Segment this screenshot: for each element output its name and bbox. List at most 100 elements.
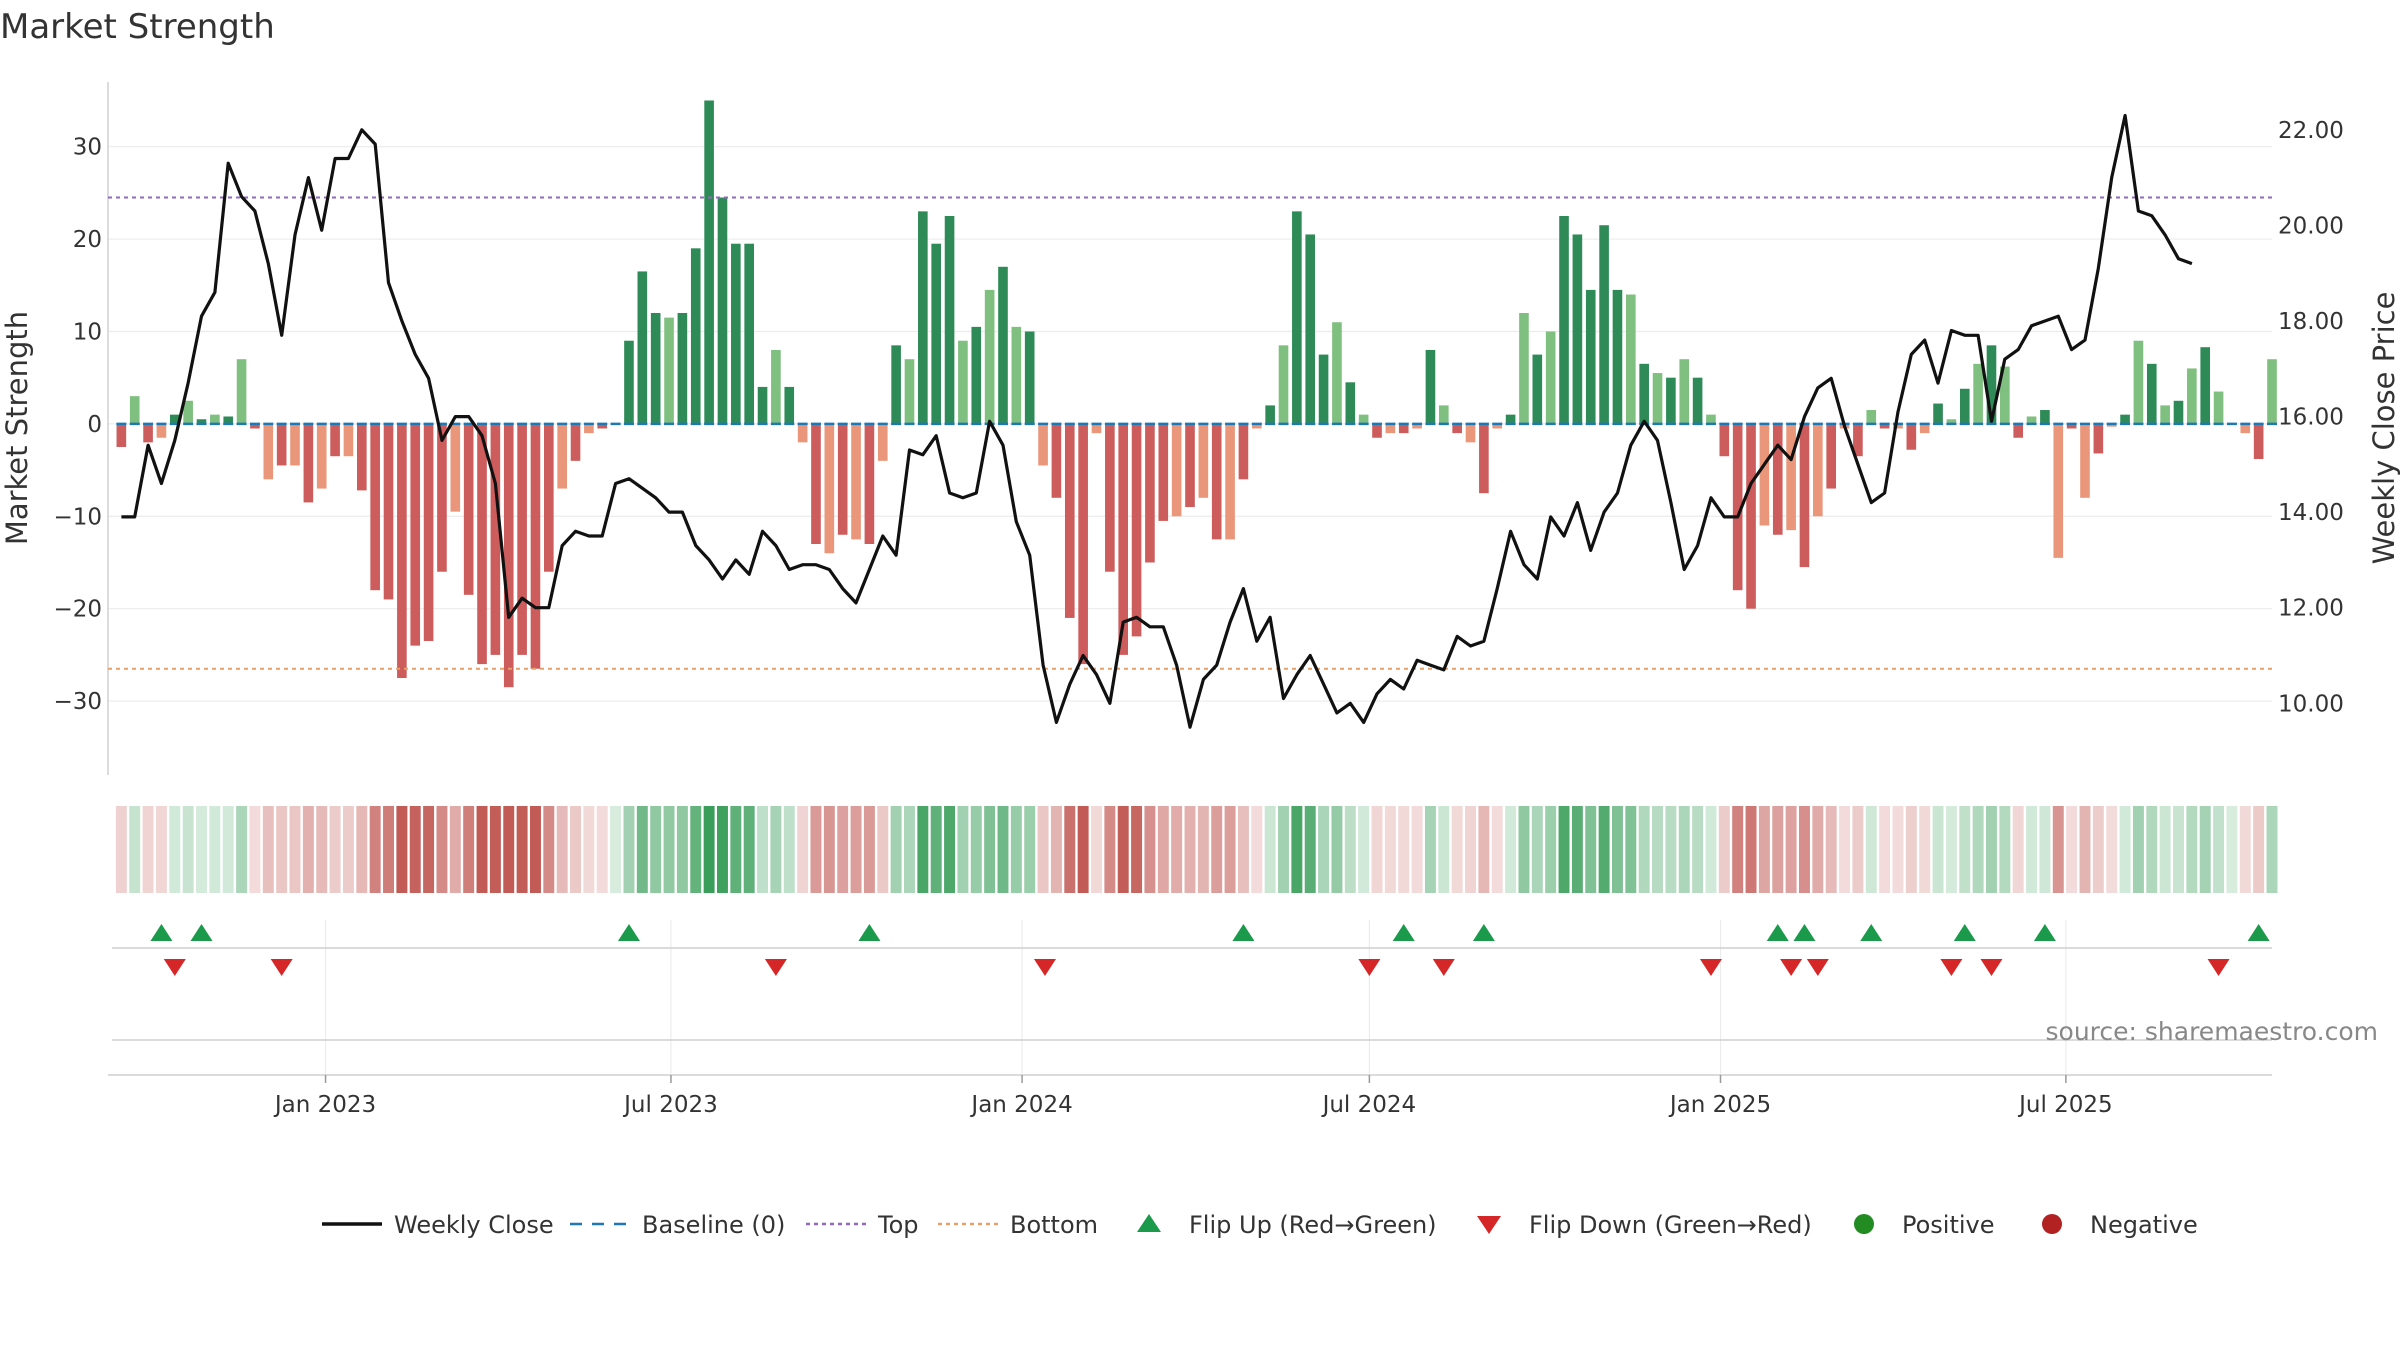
heat-cell bbox=[1905, 806, 1917, 893]
strength-heat-strip bbox=[115, 806, 2278, 893]
strength-bar bbox=[1666, 377, 1676, 424]
strength-bar bbox=[1973, 363, 1983, 424]
strength-bar bbox=[1893, 423, 1903, 429]
left-tick-label: −30 bbox=[53, 689, 102, 715]
legend-label: Flip Down (Green→Red) bbox=[1529, 1211, 1812, 1239]
strength-bar bbox=[1265, 405, 1275, 424]
flip-up-marker bbox=[1232, 924, 1255, 941]
heat-cell bbox=[1638, 806, 1650, 893]
heat-cell bbox=[329, 806, 341, 893]
strength-bar bbox=[2213, 391, 2224, 424]
heat-cell bbox=[129, 806, 141, 893]
heat-cell bbox=[1451, 806, 1463, 893]
heat-cell bbox=[1505, 806, 1517, 893]
heat-cell bbox=[276, 806, 288, 893]
heat-cell bbox=[2052, 806, 2064, 893]
strength-bar bbox=[1706, 414, 1716, 424]
strength-bar bbox=[984, 289, 995, 424]
legend-label: Flip Up (Red→Green) bbox=[1189, 1211, 1437, 1239]
strength-bar bbox=[2160, 405, 2170, 424]
heat-cell bbox=[1785, 806, 1797, 893]
strength-bar bbox=[1959, 388, 1970, 424]
heat-cell bbox=[2012, 806, 2024, 893]
flip-up-marker bbox=[617, 924, 640, 941]
heat-cell bbox=[1558, 806, 1570, 893]
heat-cell bbox=[383, 806, 394, 893]
strength-bar bbox=[1238, 423, 1249, 480]
flip-up-marker bbox=[2247, 924, 2270, 941]
strength-bar bbox=[1986, 345, 1997, 424]
heat-cell bbox=[1705, 806, 1717, 893]
strength-bar bbox=[1131, 423, 1142, 637]
strength-bar bbox=[356, 423, 367, 491]
heat-cell bbox=[690, 806, 702, 893]
flip-up-marker bbox=[190, 924, 213, 941]
heat-cell bbox=[1264, 806, 1276, 893]
heat-cell bbox=[1278, 806, 1289, 893]
legend-swatch bbox=[2042, 1214, 2062, 1234]
heat-cell bbox=[650, 806, 662, 893]
strength-bar bbox=[784, 386, 795, 424]
right-tick-label: 20.00 bbox=[2278, 213, 2344, 239]
heat-cell bbox=[1932, 806, 1944, 893]
strength-bar bbox=[343, 423, 354, 457]
heat-cell bbox=[770, 806, 782, 893]
right-tick-label: 18.00 bbox=[2278, 309, 2344, 335]
heat-cell bbox=[2199, 806, 2211, 893]
strength-bar bbox=[1679, 359, 1690, 424]
heat-cell bbox=[783, 806, 795, 893]
strength-bar bbox=[904, 359, 915, 424]
strength-bar bbox=[303, 423, 314, 503]
strength-bar bbox=[316, 423, 327, 489]
heat-cell bbox=[583, 806, 595, 893]
heat-cell bbox=[1879, 806, 1891, 893]
strength-bar bbox=[944, 215, 955, 424]
strength-bar bbox=[1385, 423, 1396, 434]
legend-label: Bottom bbox=[1010, 1211, 1098, 1239]
heat-cell bbox=[302, 806, 314, 893]
left-axis-ticks: 30 20 10 0 −10 −20 −30 bbox=[53, 135, 102, 715]
strength-bars bbox=[116, 100, 2277, 688]
left-tick-label: 20 bbox=[73, 227, 102, 253]
heat-cell bbox=[543, 806, 555, 893]
strength-bar bbox=[1519, 313, 1529, 424]
source-text: source: sharemaestro.com bbox=[2046, 1017, 2379, 1046]
flip-up-marker bbox=[1766, 924, 1789, 941]
heat-cell bbox=[1291, 806, 1303, 893]
heat-cell bbox=[2186, 806, 2198, 893]
heat-cell bbox=[1064, 806, 1076, 893]
strength-bar bbox=[397, 423, 407, 678]
strength-bar bbox=[1412, 423, 1422, 429]
flip-down-marker bbox=[1699, 959, 1722, 976]
heat-cell bbox=[423, 806, 435, 893]
legend-label: Negative bbox=[2090, 1211, 2198, 1239]
strength-bar bbox=[1866, 410, 1877, 424]
strength-bar bbox=[1211, 423, 1222, 540]
heat-cell bbox=[1237, 806, 1249, 893]
strength-bar bbox=[2000, 366, 2010, 424]
strength-bar bbox=[2200, 347, 2211, 424]
heat-cell bbox=[877, 806, 889, 893]
strength-bar bbox=[2146, 363, 2157, 424]
heat-cell bbox=[1024, 806, 1036, 893]
heat-cell bbox=[984, 806, 996, 893]
x-tick-label: Jul 2025 bbox=[2017, 1092, 2113, 1118]
strength-bar bbox=[290, 423, 300, 466]
heat-cell bbox=[1545, 806, 1557, 893]
strength-bar bbox=[1345, 382, 1356, 424]
strength-bar bbox=[624, 340, 634, 424]
flip-down-marker bbox=[1432, 959, 1455, 976]
heat-cell bbox=[155, 806, 167, 893]
heat-cell bbox=[169, 806, 181, 893]
strength-bar bbox=[1599, 225, 1609, 424]
heat-cell bbox=[663, 806, 675, 893]
flip-down-marker bbox=[1806, 959, 1829, 976]
heat-cell bbox=[489, 806, 501, 893]
strength-bar bbox=[2187, 368, 2197, 424]
heat-cell bbox=[1251, 806, 1263, 893]
strength-bar bbox=[169, 414, 180, 424]
strength-bar bbox=[971, 326, 982, 424]
right-tick-label: 12.00 bbox=[2278, 596, 2344, 622]
flip-up-marker bbox=[1953, 924, 1976, 941]
